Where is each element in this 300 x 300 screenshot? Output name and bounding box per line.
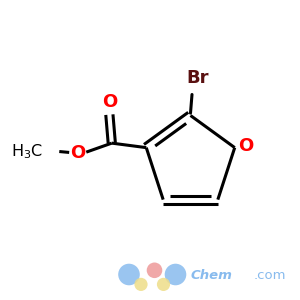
Circle shape — [157, 278, 170, 291]
Text: H$_3$C: H$_3$C — [11, 142, 43, 161]
Text: Br: Br — [186, 69, 209, 87]
Text: O: O — [102, 93, 117, 111]
Circle shape — [118, 264, 140, 285]
Circle shape — [147, 262, 162, 278]
Text: O: O — [70, 144, 85, 162]
Text: Chem: Chem — [190, 269, 232, 282]
Circle shape — [165, 264, 186, 285]
Text: O: O — [238, 137, 254, 155]
Text: .com: .com — [254, 269, 286, 282]
Circle shape — [134, 278, 148, 291]
